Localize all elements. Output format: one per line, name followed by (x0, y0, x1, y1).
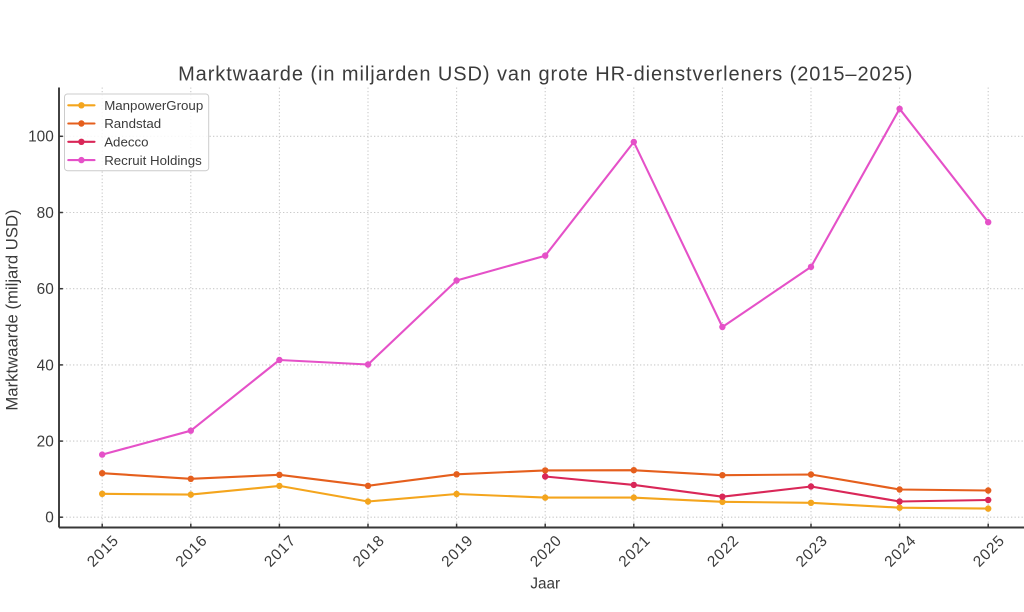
svg-text:ManpowerGroup: ManpowerGroup (104, 98, 203, 113)
svg-text:100: 100 (28, 129, 54, 146)
svg-text:Randstad: Randstad (104, 116, 161, 131)
svg-text:0: 0 (45, 510, 54, 527)
svg-text:40: 40 (37, 357, 54, 374)
svg-text:Marktwaarde (miljard USD): Marktwaarde (miljard USD) (3, 209, 22, 410)
svg-text:Adecco: Adecco (104, 135, 148, 150)
svg-text:20: 20 (37, 434, 54, 451)
svg-text:Marktwaarde (in miljarden USD): Marktwaarde (in miljarden USD) van grote… (178, 64, 913, 86)
svg-text:Recruit Holdings: Recruit Holdings (104, 153, 202, 168)
svg-text:Jaar: Jaar (530, 576, 560, 593)
svg-text:60: 60 (37, 281, 54, 298)
svg-text:80: 80 (37, 205, 54, 222)
